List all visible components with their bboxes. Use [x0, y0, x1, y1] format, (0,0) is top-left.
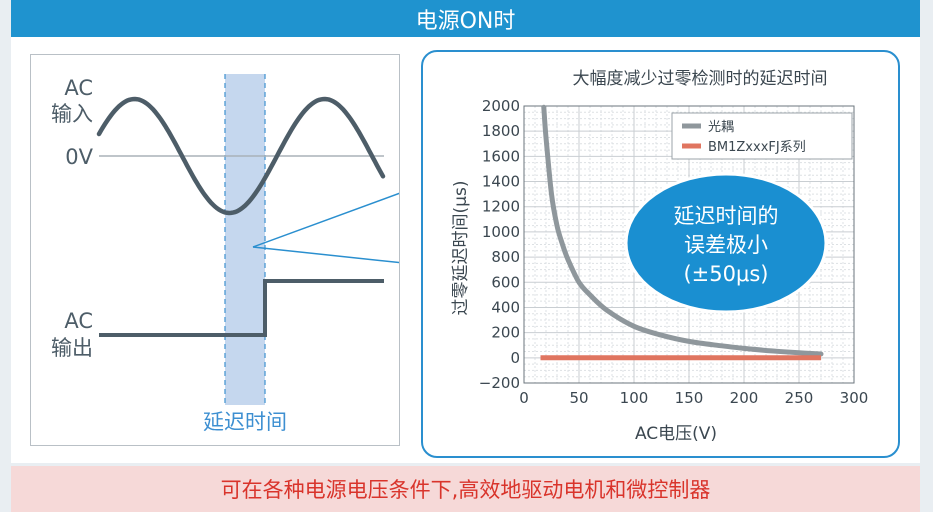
- x-tick-label: 250: [785, 389, 814, 407]
- footer-text: 可在各种电源电压条件下,高效地驱动电机和微控制器: [220, 478, 711, 502]
- x-tick-label: 200: [730, 389, 759, 407]
- plot-frame: [523, 105, 855, 384]
- ac-output-label-line1: AC: [64, 309, 93, 333]
- y-tick-label: 800: [491, 248, 520, 266]
- y-tick-label: −200: [479, 374, 520, 392]
- callout-line-lower: [252, 246, 423, 266]
- ac-output-step-wave: [99, 279, 384, 337]
- y-tick-label: 1400: [482, 173, 520, 191]
- y-tick-label: 1800: [482, 122, 520, 140]
- x-axis-label: AC电压(V): [635, 424, 717, 444]
- y-tick-label: 2000: [482, 97, 520, 115]
- zero-volt-label: 0V: [65, 145, 93, 169]
- y-tick-label: 200: [491, 324, 520, 342]
- ac-input-sine-wave: [96, 96, 386, 216]
- ac-input-label-line1: AC: [64, 76, 93, 100]
- x-tick-label: 150: [675, 389, 704, 407]
- y-tick-label: 600: [491, 273, 520, 291]
- legend-box: [671, 112, 853, 160]
- ac-input-label-line2: 输入: [51, 102, 93, 126]
- legend-label-bm1z: BM1ZxxxFJ系列: [708, 140, 806, 155]
- callout-text-line2: 误差极小: [684, 233, 768, 257]
- y-tick-label: 1000: [482, 223, 520, 241]
- chart-panel: 大幅度减少过零检测时的延迟时间 2000 1800 1600 1400 1200 1000…: [421, 50, 900, 458]
- y-tick-label: 0: [510, 349, 520, 367]
- legend-label-optocoupler: 光耦: [708, 120, 734, 135]
- series-line-optocoupler: [541, 104, 824, 357]
- ac-output-label-line2: 输出: [51, 336, 93, 360]
- callout-bubble: 延迟时间的 误差极小 (±50μs): [624, 172, 828, 314]
- delay-band: [225, 74, 265, 405]
- x-tick-label: 0: [519, 389, 529, 407]
- x-tick-label: 300: [840, 389, 869, 407]
- delay-chart: 大幅度减少过零检测时的延迟时间 200018001600140012001000…: [451, 69, 868, 444]
- callout-ellipse: [624, 172, 828, 314]
- waveform-panel: AC 输入 0V AC 输出 延迟时间: [30, 54, 423, 446]
- chart-legend: 光耦 BM1ZxxxFJ系列: [671, 112, 853, 160]
- waveform-diagram: AC 输入 0V AC 输出 延迟时间: [51, 74, 423, 434]
- page-title: 电源ON时: [415, 8, 516, 34]
- chart-title: 大幅度减少过零检测时的延迟时间: [573, 69, 828, 89]
- delay-time-label: 延迟时间: [203, 410, 287, 434]
- y-tick-label: 400: [491, 298, 520, 316]
- x-tick-label: 100: [620, 389, 649, 407]
- y-axis-label: 过零延迟时间(μs): [451, 181, 471, 316]
- footer-banner: 可在各种电源电压条件下,高效地驱动电机和微控制器: [11, 466, 920, 512]
- y-tick-label: 1200: [482, 198, 520, 216]
- y-axis-ticks: 2000180016001400120010008006004002000−20…: [479, 97, 520, 392]
- callout-text-line3: (±50μs): [683, 262, 768, 286]
- x-tick-label: 50: [569, 389, 588, 407]
- x-axis-ticks: 0 50 100 150 200 250 300: [519, 389, 868, 407]
- callout-line-upper: [252, 184, 423, 248]
- y-tick-label: 1600: [482, 147, 520, 165]
- header-banner: 电源ON时: [11, 0, 920, 37]
- callout-text-line1: 延迟时间的: [674, 204, 779, 228]
